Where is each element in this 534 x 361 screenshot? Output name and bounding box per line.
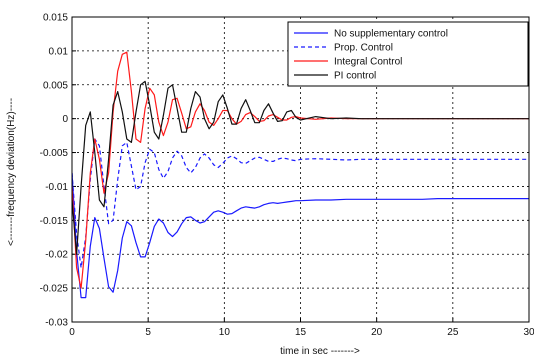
x-tick-label: 15 [295, 327, 307, 338]
plot-frame [71, 16, 530, 323]
y-tick-label: -0.01 [45, 182, 68, 193]
y-tick-label: -0.005 [40, 148, 69, 159]
x-axis-title: time in sec -------> [280, 346, 360, 357]
x-tick-label: 10 [219, 327, 231, 338]
y-axis-title: <-------frequency deviation(Hz)---- [6, 98, 17, 246]
x-tick-label: 5 [145, 327, 151, 338]
legend-label: PI control [334, 71, 376, 82]
x-tick-label: 0 [69, 327, 75, 338]
tick-labels: 0 5 10 15 20 25 30 -0.03 -0.025 -0.02 -0.015 -0.01 -… [40, 13, 534, 339]
y-tick-label: 0 [62, 114, 68, 125]
y-tick-label: -0.025 [40, 284, 69, 295]
y-tick-label: 0.015 [43, 13, 68, 24]
x-tick-label: 25 [447, 327, 459, 338]
legend-label: No supplementary control [334, 29, 448, 40]
x-tick-label: 30 [523, 327, 534, 338]
legend-label: Integral Control [334, 57, 402, 68]
series-line [72, 80, 529, 255]
series-lines [72, 51, 529, 299]
y-tick-label: 0.01 [49, 46, 69, 57]
series-line [72, 138, 529, 269]
x-tick-label: 20 [371, 327, 383, 338]
y-tick-label: 0.005 [43, 80, 68, 91]
y-tick-label: -0.015 [40, 216, 69, 227]
legend-label: Prop. Control [334, 43, 393, 54]
y-tick-label: -0.03 [45, 318, 68, 329]
y-tick-label: -0.02 [45, 250, 68, 261]
legend: No supplementary control Prop. Control Int… [287, 21, 529, 87]
plot-area [72, 51, 529, 299]
series-line [72, 172, 529, 299]
